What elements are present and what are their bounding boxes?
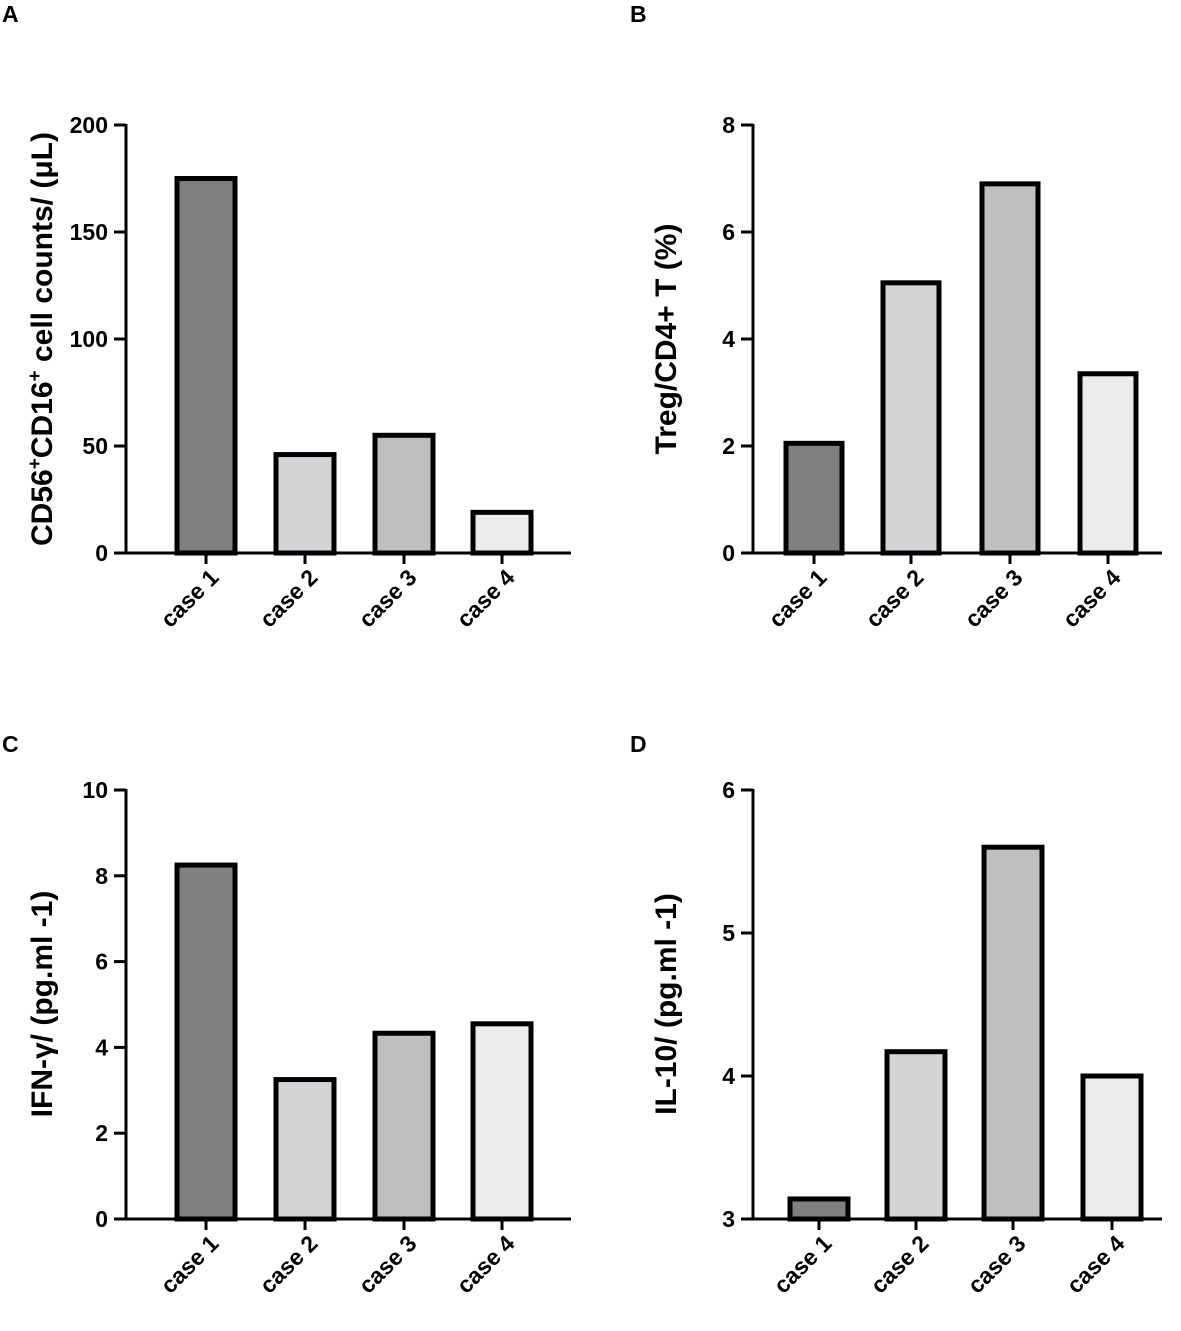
- panel-d-bars: [787, 844, 1144, 1222]
- panel-c: C IFN-γ/ (pg.ml -1) 0 2 4 6 8 10 case 1 case 2…: [2, 731, 571, 1298]
- panel-d-x-label-4: case 4: [1061, 1230, 1129, 1298]
- panel-d-letter: D: [630, 731, 647, 757]
- panel-a-bar-3: [372, 432, 436, 556]
- panel-a-y-title-rest: cell counts/ (μL): [26, 132, 59, 370]
- panel-a-x-label-2: case 2: [254, 564, 322, 632]
- panel-c-x-label-4: case 4: [451, 1230, 519, 1298]
- panel-b-x-label-3: case 3: [959, 564, 1027, 632]
- panel-b-x-label-4: case 4: [1057, 564, 1125, 632]
- panel-a-bar-4: [470, 509, 534, 556]
- panel-d-y-tick-label: 5: [722, 920, 735, 946]
- panel-a-y-tick-label: 100: [70, 326, 108, 352]
- panel-b-bar-2: [880, 280, 942, 556]
- panel-c-bar-3: [372, 1030, 436, 1222]
- panel-c-bar-1: [174, 862, 238, 1222]
- panel-c-bars: [174, 862, 534, 1222]
- panel-c-axes: [124, 789, 571, 1221]
- panel-b-x-labels: case 1 case 2 case 3 case 4: [763, 553, 1126, 632]
- panel-d-y-axis-title: IL-10/ (pg.ml -1): [650, 893, 683, 1115]
- panel-b-letter: B: [630, 1, 647, 27]
- panel-a-bar-2: [273, 452, 337, 556]
- panel-d-x-label-1: case 1: [768, 1230, 836, 1298]
- panel-a-x-labels: case 1 case 2 case 3 case 4: [155, 553, 520, 632]
- panel-c-x-label-1: case 1: [155, 1230, 223, 1298]
- panel-b-y-tick-label: 4: [722, 326, 735, 352]
- panel-c-bar-4: [470, 1021, 534, 1222]
- panel-b-y-tick-label: 6: [722, 219, 735, 245]
- panel-b-bar-1: [783, 440, 845, 556]
- panel-b-y-ticks: 0 2 4 6 8: [722, 112, 753, 566]
- panel-a-y-title-sup2: +: [25, 370, 46, 381]
- panel-a-y-title-cd16: CD16: [26, 381, 59, 458]
- panel-d-bar-2: [884, 1049, 948, 1222]
- panel-a-y-tick-label: 150: [70, 219, 108, 245]
- panel-b-x-label-1: case 1: [763, 564, 831, 632]
- panel-a: A CD56+CD16+ cell counts/ (μL) 050100150…: [2, 1, 571, 632]
- panel-d-y-tick-label: 3: [722, 1206, 735, 1232]
- panel-a-y-axis-title: CD56+CD16+ cell counts/ (μL): [25, 132, 59, 546]
- panel-c-x-labels: case 1 case 2 case 3 case 4: [155, 1219, 520, 1298]
- panel-d-bar-1: [787, 1196, 851, 1222]
- panel-c-y-ticks: 0 2 4 6 8 10: [82, 777, 126, 1232]
- panel-d-y-tick-label: 4: [722, 1063, 735, 1089]
- panel-d-y-ticks: 3 4 5 6: [722, 777, 753, 1232]
- panel-a-y-tick-label: 200: [70, 112, 108, 138]
- panel-a-x-label-1: case 1: [155, 564, 223, 632]
- panel-b-bar-3: [979, 181, 1041, 556]
- panel-a-y-title-cd56: CD56: [26, 469, 59, 546]
- panel-c-y-axis-title: IFN-γ/ (pg.ml -1): [26, 891, 59, 1118]
- panel-c-letter: C: [2, 731, 19, 757]
- panel-a-y-ticks: 0 50 100 150 200: [70, 112, 126, 566]
- panel-b-y-tick-label: 8: [722, 112, 735, 138]
- panel-c-x-label-2: case 2: [254, 1230, 322, 1298]
- panel-c-y-tick-label: 8: [95, 863, 108, 889]
- panel-c-x-label-3: case 3: [353, 1230, 421, 1298]
- panel-c-y-tick-label: 0: [95, 1206, 108, 1232]
- panel-d-x-label-3: case 3: [962, 1230, 1030, 1298]
- panel-b-y-tick-label: 2: [722, 433, 735, 459]
- panel-c-y-tick-label: 2: [95, 1120, 108, 1146]
- panel-c-y-tick-label: 4: [95, 1034, 108, 1060]
- panel-a-x-label-3: case 3: [353, 564, 421, 632]
- panel-d-y-tick-label: 6: [722, 777, 735, 803]
- panel-a-y-tick-label: 50: [82, 433, 108, 459]
- panel-a-y-title-sup1: +: [25, 458, 46, 469]
- panel-c-y-tick-label: 6: [95, 949, 108, 975]
- panel-b-bar-4: [1077, 371, 1139, 556]
- panel-d-bar-3: [981, 844, 1045, 1222]
- panel-d-x-labels: case 1 case 2 case 3 case 4: [768, 1219, 1130, 1298]
- panel-b-y-tick-label: 0: [722, 540, 735, 566]
- panel-a-letter: A: [2, 1, 19, 27]
- panel-a-y-tick-label: 0: [95, 540, 108, 566]
- panel-d-x-label-2: case 2: [865, 1230, 933, 1298]
- panel-c-bar-2: [273, 1077, 337, 1222]
- panel-b-bars: [783, 181, 1139, 556]
- panel-a-bars: [174, 176, 534, 556]
- panel-b-x-label-2: case 2: [860, 564, 928, 632]
- panel-d-bar-4: [1080, 1073, 1144, 1222]
- panel-a-x-label-4: case 4: [451, 564, 519, 632]
- panel-b-y-axis-title: Treg/CD4+ T (%): [650, 224, 683, 455]
- panel-a-bar-1: [174, 176, 238, 556]
- panel-c-y-tick-label: 10: [82, 777, 108, 803]
